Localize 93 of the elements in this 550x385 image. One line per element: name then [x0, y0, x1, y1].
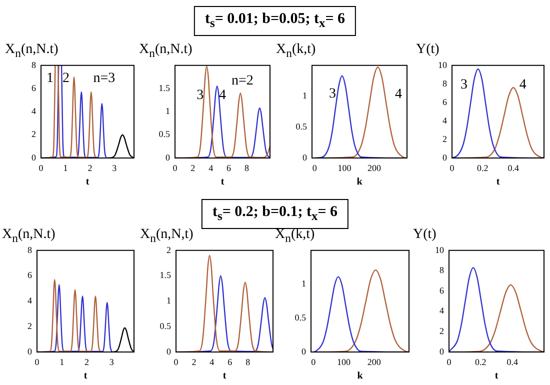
y-tick-label: 4 [440, 306, 444, 316]
x-tick-label: 4 [210, 356, 215, 367]
x-tick-label: 1 [60, 356, 64, 367]
x-tick-label: 100 [338, 162, 352, 173]
x-axis-title: t [86, 176, 90, 188]
x-axis-title: k [357, 370, 364, 382]
y-axis-title: X$_{n}$(n,N,t) [140, 227, 194, 245]
y-tick-label: 2 [166, 244, 171, 255]
y-tick-label: 0 [32, 152, 36, 162]
y-tick-label: 0.5 [294, 312, 306, 322]
x-axis-title: t [496, 176, 500, 188]
y-axis-title: Y(t) [413, 227, 436, 243]
x-axis-title: t [494, 370, 499, 382]
text: t$_{s}$= 0.01; b=0.05; t$_{x}$= 6 [194, 6, 356, 36]
x-axis-title: t [222, 370, 227, 382]
y-tick-label: 0.5 [160, 320, 172, 331]
x-tick-label: 8 [244, 162, 250, 173]
y-tick-label: 1.5 [158, 82, 170, 93]
x-tick-label: 200 [367, 356, 382, 367]
y-tick-label: 1 [302, 90, 307, 101]
x-tick-label: 2 [190, 162, 196, 173]
y-tick-label: 1 [166, 296, 171, 306]
y-tick-label: 1 [302, 278, 306, 289]
y-tick-label: 8 [442, 78, 448, 88]
annotation: 3 [329, 86, 336, 102]
y-axis-title: X$_{n}$(n,N.t) [139, 42, 192, 60]
y-tick-label: 2 [442, 134, 447, 144]
y-tick-label: 0.5 [158, 129, 170, 140]
y-tick-label: 6 [440, 285, 444, 296]
x-tick-label: 0.4 [508, 162, 520, 173]
y-tick-label: 10 [438, 60, 448, 70]
x-axis-title: t [84, 370, 88, 382]
x-tick-label: 2 [192, 356, 196, 367]
annotation: n=3 [93, 71, 116, 86]
y-tick-label: 0 [166, 152, 170, 162]
x-tick-label: 0 [312, 162, 318, 173]
y-tick-label: 4 [28, 296, 32, 306]
y-tick-label: 2 [32, 129, 36, 140]
x-tick-label: 8 [246, 356, 251, 367]
y-tick-label: 6 [32, 82, 36, 93]
x-tick-label: 1 [63, 162, 68, 173]
y-tick-label: 1 [166, 106, 170, 116]
y-axis-title: Y(t) [416, 42, 440, 58]
y-tick-label: 0 [28, 346, 32, 356]
x-tick-label: 2 [84, 356, 89, 367]
x-axis-title: k [356, 176, 363, 188]
annotation: 4 [519, 78, 526, 93]
x-axis-title: t [220, 176, 225, 188]
annotation: 4 [219, 88, 226, 104]
y-axis-title: X$_{n}$(n,N.t) [5, 42, 58, 60]
annotation: 4 [394, 86, 402, 102]
y-axis-title: X$_{n}$(n,N.t) [2, 227, 56, 245]
y-tick-label: 4 [442, 115, 448, 126]
y-tick-label: 6 [28, 270, 32, 280]
y-tick-label: 0 [302, 152, 308, 162]
x-tick-label: 3 [112, 162, 118, 173]
y-tick-label: 1.5 [160, 270, 172, 280]
x-tick-label: 0.2 [477, 162, 488, 173]
y-tick-label: 0 [442, 152, 448, 162]
x-tick-label: 100 [337, 356, 352, 367]
y-axis-title: X$_{n}$(k,t) [276, 42, 316, 60]
y-axis-title: X$_{n}$(k,t) [275, 227, 315, 245]
line-series [175, 66, 270, 158]
annotation: 3 [460, 78, 468, 93]
y-tick-label: 0 [440, 346, 444, 356]
y-tick-label: 8 [440, 265, 444, 276]
x-tick-label: 0 [450, 162, 455, 173]
annotation: 3 [196, 88, 204, 104]
x-tick-label: 6 [228, 356, 233, 367]
y-tick-label: 2 [440, 326, 444, 336]
y-tick-label: 0.5 [296, 121, 308, 132]
annotation: n=2 [231, 73, 254, 88]
x-tick-label: 0 [311, 356, 316, 367]
annotation: 1 [46, 70, 54, 86]
y-tick-label: 6 [442, 96, 448, 107]
x-tick-label: 6 [226, 162, 232, 173]
x-tick-label: 200 [367, 162, 382, 173]
x-tick-label: 3 [109, 356, 114, 367]
text: t$_{s}$= 0.2; b=0.1; t$_{x}$= 6 [212, 204, 338, 223]
y-tick-label: 10 [435, 244, 444, 255]
x-tick-label: 2 [88, 162, 92, 173]
x-tick-label: 0.2 [475, 356, 486, 367]
y-tick-label: 8 [32, 60, 36, 70]
y-tick-label: 0 [166, 346, 172, 356]
x-tick-label: 0.4 [506, 356, 518, 367]
x-tick-label: 0 [38, 162, 44, 173]
y-tick-label: 4 [32, 106, 36, 116]
annotation: 2 [62, 70, 70, 86]
y-tick-label: 0 [302, 346, 306, 356]
y-tick-label: 2 [28, 320, 32, 331]
x-tick-label: 0 [174, 356, 179, 367]
x-tick-label: 4 [208, 162, 214, 173]
y-tick-label: 8 [28, 244, 32, 255]
